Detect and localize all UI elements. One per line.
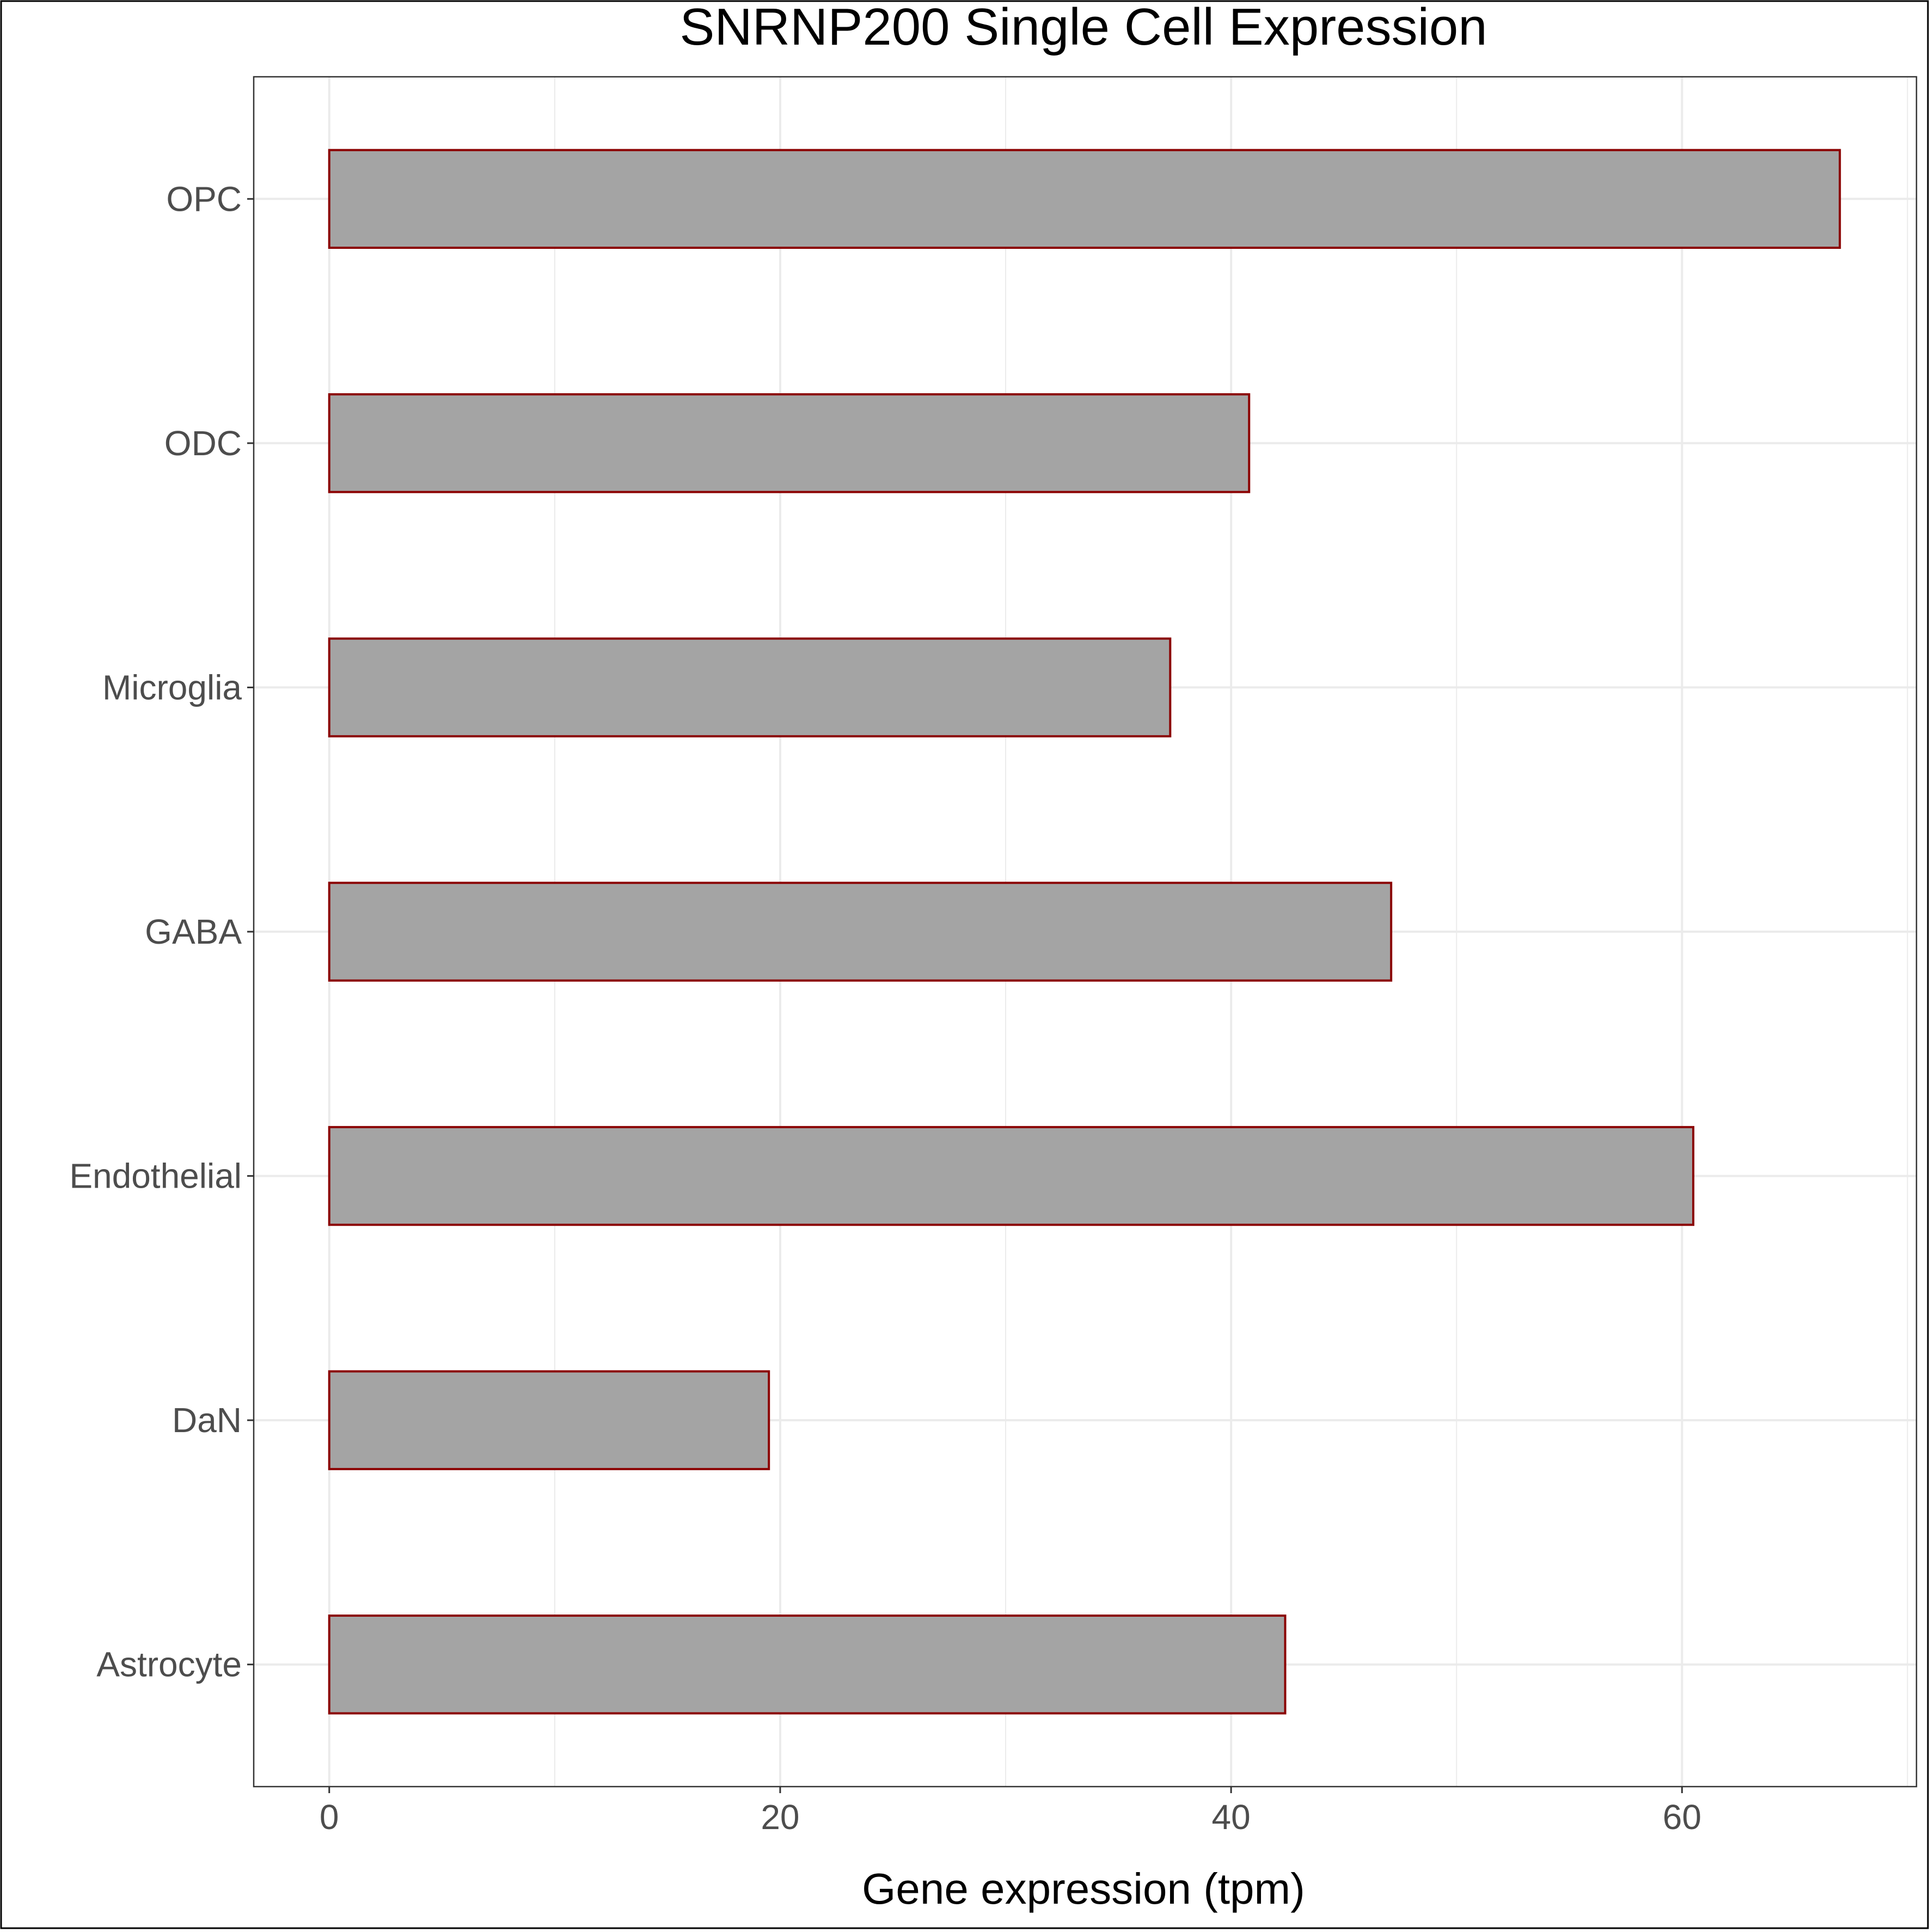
y-tick-label: GABA: [145, 912, 242, 951]
y-tick-label: Endothelial: [69, 1157, 242, 1196]
y-tick-label: DaN: [172, 1401, 242, 1440]
x-tick-label: 60: [1663, 1798, 1701, 1837]
x-axis-title: Gene expression (tpm): [862, 1864, 1305, 1913]
bars: [328, 149, 1841, 1715]
bar-astrocyte: [328, 1615, 1287, 1715]
y-tick-label: Microglia: [102, 668, 242, 707]
y-tick-label: Astrocyte: [96, 1645, 242, 1684]
y-tick-label: OPC: [166, 179, 242, 218]
bar-dan: [328, 1370, 770, 1470]
y-axis: Astrocyte DaN Endothelial GABA Microglia ODC O…: [69, 179, 254, 1684]
chart-title: SNRNP200 Single Cell Expression: [679, 0, 1487, 56]
bar-microglia: [328, 637, 1172, 738]
bar-opc: [328, 149, 1841, 249]
x-tick-label: 0: [320, 1798, 339, 1837]
bar-endothelial: [328, 1126, 1695, 1226]
x-axis: 0 20 40 60: [320, 1787, 1701, 1837]
bar-odc: [328, 393, 1251, 493]
bar-gaba: [328, 882, 1393, 982]
x-tick-label: 20: [761, 1798, 799, 1837]
y-tick-label: ODC: [164, 424, 242, 463]
x-tick-label: 40: [1212, 1798, 1251, 1837]
